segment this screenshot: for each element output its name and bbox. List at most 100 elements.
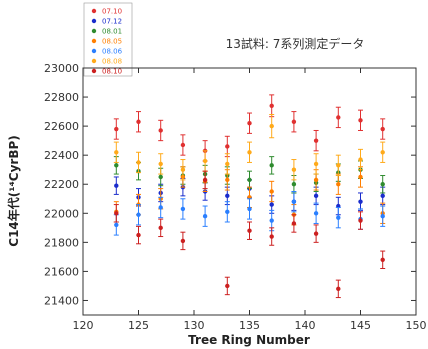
data-point bbox=[247, 150, 252, 155]
data-point bbox=[336, 115, 341, 120]
data-point bbox=[247, 177, 252, 183]
data-point bbox=[313, 161, 319, 167]
x-tick-label: 150 bbox=[406, 319, 427, 332]
data-point bbox=[269, 123, 274, 129]
data-point bbox=[358, 118, 363, 123]
y-tick-label: 21400 bbox=[44, 294, 79, 307]
data-point bbox=[114, 222, 119, 228]
data-point bbox=[114, 150, 119, 155]
x-tick-label: 145 bbox=[350, 319, 371, 332]
data-point bbox=[336, 215, 341, 220]
data-point bbox=[269, 202, 274, 207]
data-point bbox=[313, 231, 319, 236]
data-point bbox=[380, 126, 385, 132]
data-point bbox=[247, 228, 252, 233]
data-point bbox=[114, 183, 119, 188]
data-point bbox=[291, 199, 297, 204]
data-point bbox=[158, 225, 163, 231]
y-axis-title: C14年代(¹⁴CyrBP) bbox=[6, 135, 21, 246]
x-tick-label: 135 bbox=[239, 319, 260, 332]
data-point bbox=[136, 119, 141, 124]
legend-marker bbox=[91, 48, 97, 54]
legend-marker bbox=[91, 38, 97, 44]
data-point bbox=[180, 206, 186, 212]
axes: 120 125 130 135 140 145 150 21400 21600 21800 2200… bbox=[44, 62, 427, 332]
y-tick-label: 23000 bbox=[44, 62, 79, 75]
legend: 07.10 07.12 08.01 08.05 08.06 08.08 08.10 bbox=[91, 8, 123, 76]
data-point bbox=[336, 182, 341, 187]
data-point bbox=[114, 163, 119, 168]
data-point bbox=[313, 138, 319, 143]
data-point bbox=[247, 206, 252, 212]
data-point bbox=[225, 283, 230, 289]
data-point bbox=[114, 126, 119, 132]
chart-title: 13試料: 7系列測定データ bbox=[226, 36, 365, 51]
legend-marker bbox=[91, 28, 97, 34]
data-point bbox=[158, 161, 163, 167]
data-point bbox=[225, 193, 230, 199]
x-axis-title: Tree Ring Number bbox=[188, 333, 310, 347]
legend-marker bbox=[91, 58, 97, 64]
data-point bbox=[380, 182, 385, 187]
data-point bbox=[358, 174, 363, 180]
x-tick-label: 125 bbox=[128, 319, 149, 332]
data-point bbox=[225, 209, 230, 215]
data-point bbox=[380, 257, 385, 262]
legend-label: 08.05 bbox=[102, 38, 122, 46]
data-point bbox=[158, 174, 163, 180]
y-tick-label: 21800 bbox=[44, 236, 79, 249]
data-point bbox=[114, 211, 119, 216]
y-tick-label: 22600 bbox=[44, 120, 79, 133]
data-point bbox=[269, 218, 274, 223]
data-point bbox=[225, 144, 230, 149]
data-point bbox=[269, 103, 274, 108]
data-point bbox=[180, 142, 186, 148]
data-point bbox=[269, 163, 274, 168]
data-point bbox=[291, 182, 297, 187]
data-point bbox=[380, 214, 385, 219]
data-point bbox=[180, 167, 186, 172]
data-point bbox=[202, 177, 208, 183]
legend-label: 08.06 bbox=[102, 48, 123, 56]
legend-label: 08.10 bbox=[102, 68, 122, 76]
data-point bbox=[336, 163, 341, 168]
data-points bbox=[113, 94, 386, 299]
data-point bbox=[336, 286, 341, 292]
data-point bbox=[313, 211, 319, 216]
y-tick-label: 22000 bbox=[44, 207, 79, 220]
legend-label: 07.10 bbox=[102, 8, 122, 16]
data-point bbox=[136, 160, 141, 165]
data-point bbox=[358, 157, 363, 162]
y-tick-label: 22200 bbox=[44, 178, 79, 191]
legend-box bbox=[83, 2, 133, 77]
x-tick-label: 120 bbox=[73, 319, 94, 332]
data-point bbox=[291, 119, 297, 124]
data-point bbox=[202, 214, 208, 219]
data-point bbox=[269, 234, 274, 239]
data-point bbox=[225, 161, 230, 167]
data-point bbox=[136, 212, 141, 217]
data-point bbox=[247, 121, 252, 126]
legend-label: 07.12 bbox=[102, 18, 122, 26]
y-tick-label: 21600 bbox=[44, 265, 79, 278]
data-point bbox=[358, 199, 363, 204]
data-point bbox=[225, 177, 230, 183]
data-point bbox=[380, 193, 385, 199]
data-point bbox=[380, 150, 385, 155]
legend-label: 08.08 bbox=[102, 58, 122, 66]
data-point bbox=[158, 205, 163, 210]
legend-marker bbox=[91, 8, 97, 14]
x-tick-label: 140 bbox=[295, 319, 316, 332]
data-point bbox=[136, 232, 141, 238]
legend-marker bbox=[91, 68, 97, 74]
legend-marker bbox=[91, 18, 97, 24]
data-point bbox=[202, 158, 208, 164]
y-tick-label: 22800 bbox=[44, 91, 79, 104]
x-tick-label: 130 bbox=[184, 319, 205, 332]
y-tick-label: 22400 bbox=[44, 149, 79, 162]
data-point bbox=[358, 218, 363, 223]
data-point bbox=[313, 177, 319, 183]
data-point bbox=[269, 189, 274, 194]
data-point bbox=[291, 221, 297, 226]
